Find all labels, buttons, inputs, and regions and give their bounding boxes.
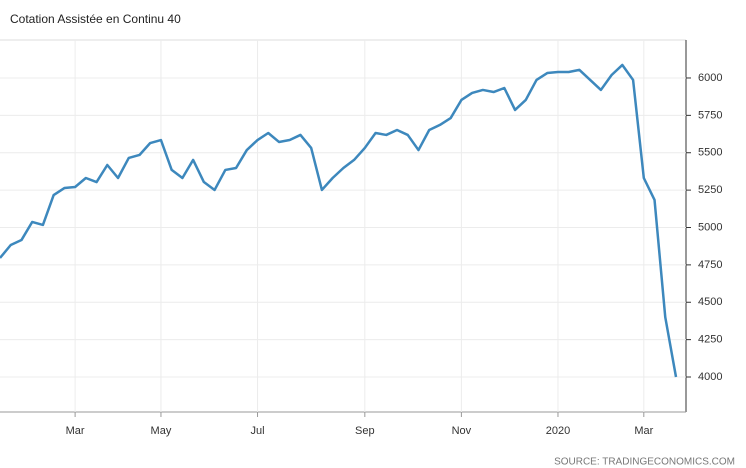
x-tick-label: Jul xyxy=(250,425,264,437)
y-tick-label: 5500 xyxy=(698,147,722,159)
x-tick-label: Mar xyxy=(634,425,653,437)
y-tick-label: 5000 xyxy=(698,221,722,233)
chart-title: Cotation Assistée en Continu 40 xyxy=(10,12,181,26)
x-tick-label: Mar xyxy=(66,425,85,437)
y-tick-label: 4750 xyxy=(698,259,722,271)
x-tick-label: Sep xyxy=(355,425,375,437)
source-note: SOURCE: TRADINGECONOMICS.COM xyxy=(554,457,735,468)
data-line xyxy=(0,63,678,378)
x-tick-label: 2020 xyxy=(546,425,570,437)
y-tick-label: 4000 xyxy=(698,371,722,383)
y-tick-label: 4250 xyxy=(698,334,722,346)
y-tick-label: 5250 xyxy=(698,184,722,196)
y-tick-label: 6000 xyxy=(698,72,722,84)
y-tick-label: 5750 xyxy=(698,109,722,121)
x-tick-label: Nov xyxy=(452,425,472,437)
x-tick-label: May xyxy=(151,425,172,437)
y-tick-label: 4500 xyxy=(698,296,722,308)
